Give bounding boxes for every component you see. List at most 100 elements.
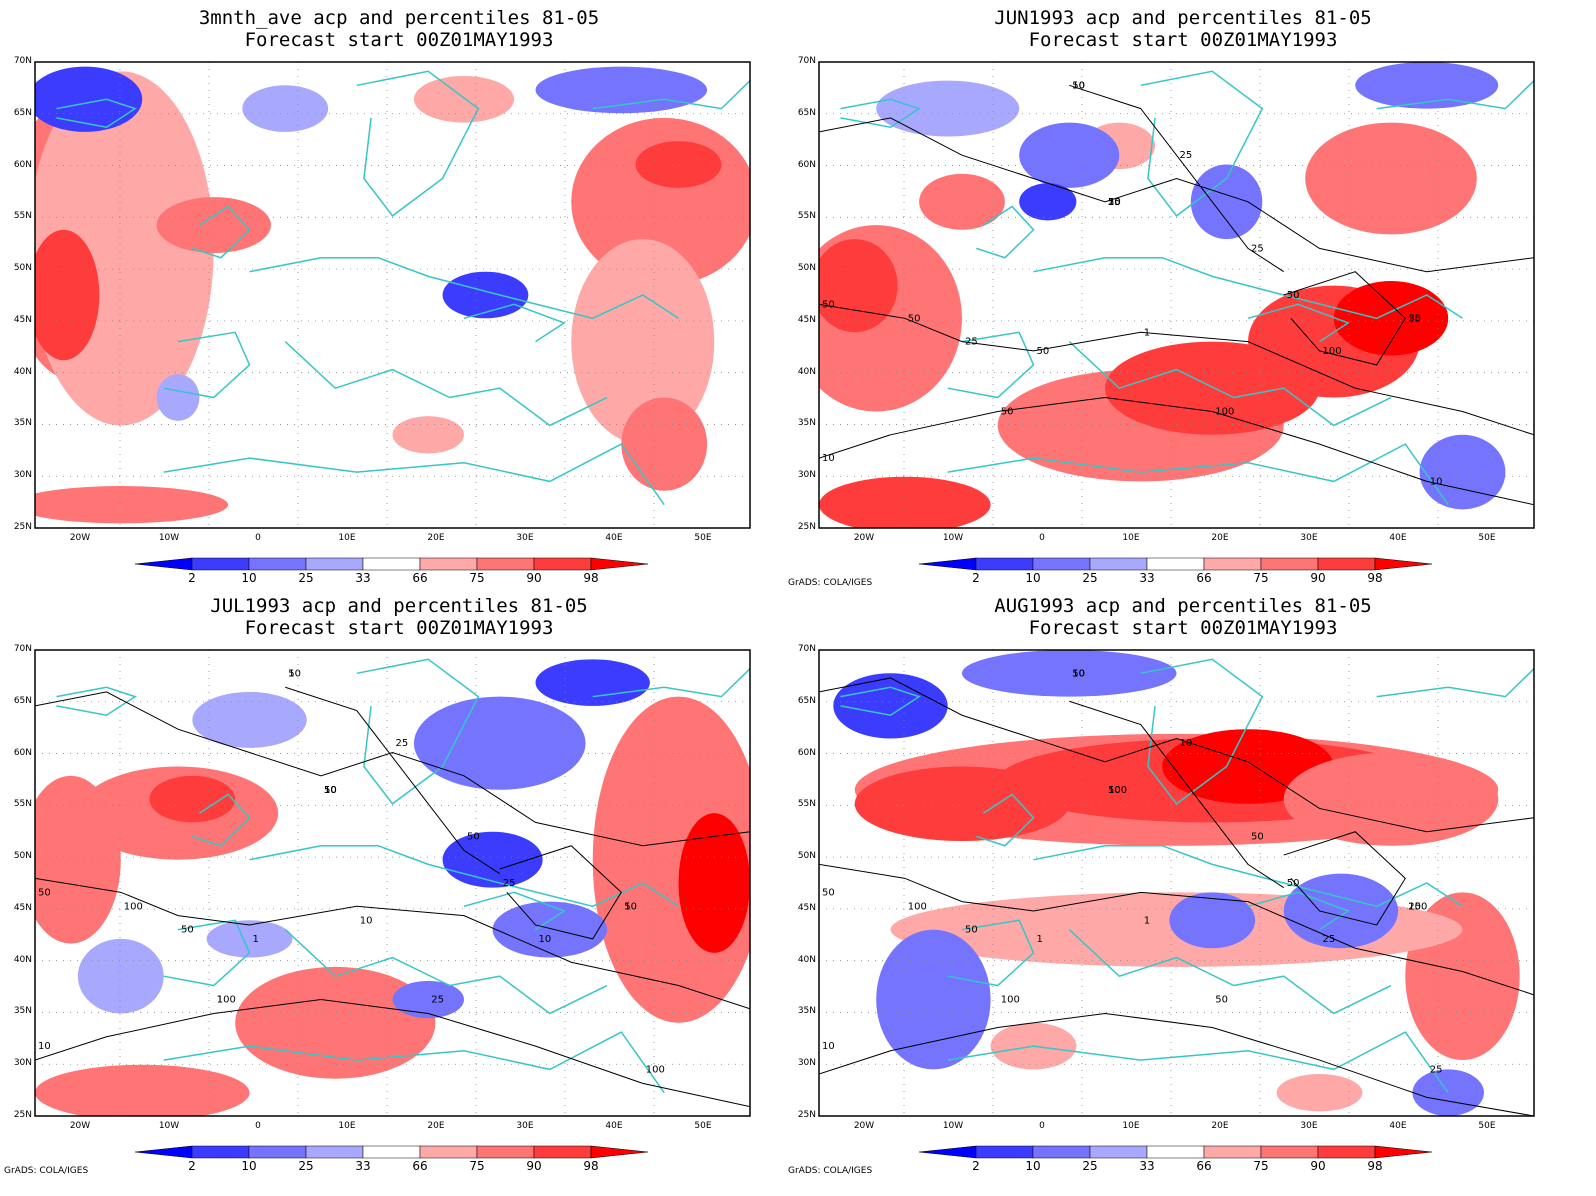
precip-contour bbox=[819, 303, 1534, 436]
panel-subtitle: Forecast start 00Z01MAY1993 bbox=[1028, 617, 1338, 639]
below-normal-area bbox=[1419, 434, 1506, 510]
contour-label: 1 bbox=[1108, 785, 1114, 796]
colorbar-label: 75 bbox=[469, 1159, 485, 1173]
colorbar-label: 98 bbox=[1367, 571, 1383, 585]
coastline bbox=[463, 891, 566, 931]
coastline bbox=[947, 919, 1035, 987]
contour-label: 25 bbox=[1408, 901, 1421, 912]
longitude-label: 10W bbox=[158, 533, 180, 543]
contour-label: 25 bbox=[1408, 313, 1421, 324]
panel-title: JUL1993 acp and percentiles 81-05 bbox=[210, 595, 588, 617]
contour-label: 50 bbox=[38, 887, 51, 898]
coastline bbox=[947, 331, 1035, 399]
colorbar-segment bbox=[362, 1145, 421, 1159]
above-normal-area bbox=[413, 75, 515, 123]
below-normal-area bbox=[535, 659, 650, 706]
below-normal-area bbox=[876, 929, 991, 1070]
colorbar-label: 33 bbox=[355, 1159, 371, 1173]
map-canvas: 5050505050501005025502510252510050101010… bbox=[818, 61, 1535, 571]
contour-label: 100 bbox=[1215, 407, 1234, 418]
longitude-label: 20W bbox=[69, 533, 91, 543]
longitude-label: 0 bbox=[255, 533, 261, 543]
coastline bbox=[840, 98, 921, 129]
colorbar-segment bbox=[1260, 1145, 1319, 1159]
contour-label: 50 bbox=[1072, 668, 1085, 679]
colorbar-label: 33 bbox=[355, 571, 371, 585]
contour-label: 50 bbox=[1001, 407, 1014, 418]
contour-label: 100 bbox=[908, 901, 927, 912]
latitude-label: 40N bbox=[797, 366, 816, 377]
colorbar-label: 90 bbox=[1310, 571, 1326, 585]
colorbar-label: 98 bbox=[583, 571, 599, 585]
colorbar-segment bbox=[1317, 557, 1376, 571]
below-normal-area bbox=[156, 374, 200, 421]
coastline bbox=[947, 443, 1449, 506]
colorbar-arrow-high bbox=[1374, 1145, 1433, 1159]
coastline bbox=[192, 793, 251, 847]
below-normal-area bbox=[962, 650, 1177, 697]
latitude-label: 55N bbox=[13, 799, 32, 810]
contour-label: 50 bbox=[822, 299, 835, 310]
above-normal-area bbox=[235, 966, 436, 1079]
below-normal-area bbox=[833, 673, 948, 739]
below-normal-area bbox=[442, 831, 543, 888]
below-normal-area bbox=[77, 938, 164, 1014]
below-normal-area bbox=[1355, 62, 1499, 109]
contour-label: 10 bbox=[324, 785, 337, 796]
longitude-label: 50E bbox=[694, 1121, 712, 1131]
coastline bbox=[163, 443, 665, 506]
latitude-label: 25N bbox=[13, 1110, 32, 1120]
longitude-label: 0 bbox=[1039, 1121, 1045, 1131]
precip-contour bbox=[1283, 831, 1406, 926]
contour-label: 50 bbox=[324, 785, 337, 796]
colorbar-segment bbox=[419, 1145, 478, 1159]
colorbar-arrow-high bbox=[590, 557, 649, 571]
below-normal-area bbox=[192, 691, 307, 748]
coastline bbox=[840, 686, 921, 717]
coastline bbox=[1140, 70, 1264, 217]
contour-label: 10 bbox=[822, 453, 835, 464]
contour-label: 1 bbox=[1037, 934, 1043, 945]
contour-label: 1 bbox=[217, 995, 223, 1006]
colorbar-label: 2 bbox=[972, 571, 980, 585]
longitude-label: 40E bbox=[1389, 1121, 1407, 1131]
colorbar-segment bbox=[191, 1145, 250, 1159]
map-panel-2: JUN1993 acp and percentiles 81-05 Forecas… bbox=[784, 0, 1582, 598]
below-normal-area bbox=[1283, 873, 1399, 949]
precip-contour bbox=[819, 677, 1534, 833]
coastline bbox=[1140, 658, 1264, 805]
colorbar-segment bbox=[1032, 1145, 1091, 1159]
latitude-label: 60N bbox=[797, 159, 816, 170]
latitude-label: 25N bbox=[13, 522, 32, 532]
panel-subtitle: Forecast start 00Z01MAY1993 bbox=[244, 617, 554, 639]
coastline bbox=[56, 98, 137, 129]
latitude-label: 50N bbox=[797, 851, 816, 862]
longitude-label: 50E bbox=[1478, 1121, 1496, 1131]
latitude-label: 45N bbox=[797, 902, 816, 913]
colorbar-segment bbox=[476, 557, 535, 571]
colorbar-arrow-low bbox=[918, 557, 977, 571]
contour-label: 50 bbox=[908, 313, 921, 324]
colorbar-label: 25 bbox=[298, 571, 314, 585]
contour-label: 10 bbox=[1108, 197, 1121, 208]
latitude-label: 30N bbox=[13, 1058, 32, 1069]
colorbar-segment bbox=[248, 557, 307, 571]
colorbar-arrow-low bbox=[918, 1145, 977, 1159]
contour-label: 10 bbox=[1108, 785, 1121, 796]
contour-label: 50 bbox=[288, 668, 301, 679]
below-normal-area bbox=[1190, 164, 1263, 240]
latitude-label: 45N bbox=[13, 902, 32, 913]
coastline bbox=[163, 919, 251, 987]
coastline bbox=[1376, 668, 1534, 698]
coastline bbox=[249, 844, 679, 908]
contour-label: 100 bbox=[1323, 346, 1342, 357]
below-normal-area bbox=[392, 980, 464, 1019]
colorbar-label: 2 bbox=[188, 1159, 196, 1173]
latitude-label: 35N bbox=[797, 418, 816, 429]
longitude-label: 20E bbox=[1211, 1121, 1229, 1131]
precip-contour bbox=[285, 686, 501, 875]
colorbar-segment bbox=[1260, 557, 1319, 571]
contour-label: 50 bbox=[1251, 831, 1264, 842]
colorbar-segment bbox=[191, 557, 250, 571]
longitude-label: 10W bbox=[942, 1121, 964, 1131]
